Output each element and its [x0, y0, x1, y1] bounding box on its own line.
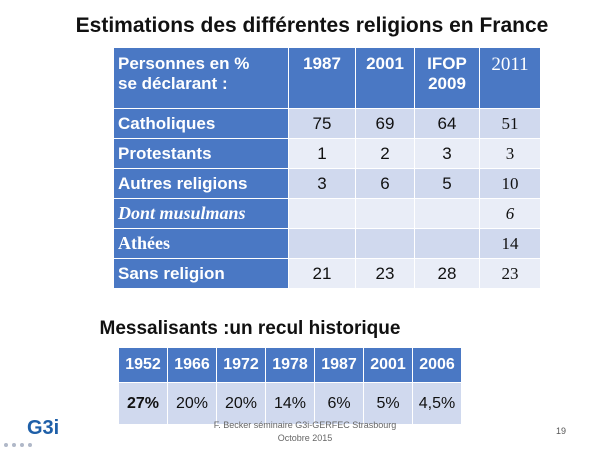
cell: 23: [479, 258, 541, 289]
header-label: Personnes en % se déclarant :: [113, 47, 289, 109]
cell: 6: [479, 198, 541, 229]
row-label: Dont musulmans: [113, 198, 289, 229]
g3i-logo: G3i: [4, 417, 60, 447]
header-1987: 1987: [288, 47, 356, 109]
cell: 2: [355, 138, 415, 169]
cell: 23: [355, 258, 415, 289]
cell: 5: [414, 168, 480, 199]
cell: 1: [288, 138, 356, 169]
cell: [414, 198, 480, 229]
messalisants-table: 1952 1966 1972 1978 1987 2001 2006 27% 2…: [118, 347, 462, 425]
cell: [355, 228, 415, 259]
year-cell: 2001: [363, 347, 413, 383]
year-cell: 1987: [314, 347, 364, 383]
percent-cell: 20%: [216, 382, 266, 425]
cell: 51: [479, 108, 541, 139]
year-cell: 1972: [216, 347, 266, 383]
cell: [355, 198, 415, 229]
year-cell: 1952: [118, 347, 168, 383]
section-subtitle: Messalisants :un recul historique: [99, 318, 401, 339]
row-label: Autres religions: [113, 168, 289, 199]
row-label: Catholiques: [113, 108, 289, 139]
religions-table: Personnes en % se déclarant : 1987 2001 I…: [113, 47, 541, 289]
percent-cell: 4,5%: [412, 382, 462, 425]
cell: 21: [288, 258, 356, 289]
cell: 28: [414, 258, 480, 289]
page-number: 19: [556, 426, 567, 436]
cell: 64: [414, 108, 480, 139]
logo-text: G3i: [27, 417, 60, 439]
row-label: Protestants: [113, 138, 289, 169]
cell: [288, 198, 356, 229]
table-row: Dont musulmans 6: [113, 198, 541, 229]
cell: 75: [288, 108, 356, 139]
percent-cell: 27%: [118, 382, 168, 425]
table-row: Sans religion 21 23 28 23: [113, 258, 541, 289]
cell: 6: [355, 168, 415, 199]
cell: 14: [479, 228, 541, 259]
cell: 3: [288, 168, 356, 199]
years-row: 1952 1966 1972 1978 1987 2001 2006: [118, 347, 462, 383]
cell: 3: [479, 138, 541, 169]
year-cell: 2006: [412, 347, 462, 383]
table-row: Protestants 1 2 3 3: [113, 138, 541, 169]
percent-row: 27% 20% 20% 14% 6% 5% 4,5%: [118, 382, 462, 425]
table-header-row: Personnes en % se déclarant : 1987 2001 I…: [113, 47, 541, 109]
percent-cell: 6%: [314, 382, 364, 425]
slide-title: Estimations des différentes religions en…: [75, 14, 549, 37]
cell: [414, 228, 480, 259]
cell: [288, 228, 356, 259]
header-label-text: Personnes en % se déclarant :: [118, 54, 250, 93]
header-ifop-2009: IFOP 2009: [414, 47, 480, 109]
header-2011: 2011: [479, 47, 541, 109]
percent-cell: 5%: [363, 382, 413, 425]
logo-decoration-icon: [4, 443, 32, 447]
row-label: Sans religion: [113, 258, 289, 289]
row-label: Athées: [113, 228, 289, 259]
year-cell: 1978: [265, 347, 315, 383]
header-2001: 2001: [355, 47, 415, 109]
cell: 69: [355, 108, 415, 139]
footer-text: F. Becker séminaire G3i-GERFEC Strasbour…: [213, 420, 397, 443]
year-cell: 1966: [167, 347, 217, 383]
cell: 3: [414, 138, 480, 169]
table-row: Catholiques 75 69 64 51: [113, 108, 541, 139]
table-row: Autres religions 3 6 5 10: [113, 168, 541, 199]
cell: 10: [479, 168, 541, 199]
table-row: Athées 14: [113, 228, 541, 259]
header-ifop-text: IFOP 2009: [427, 54, 467, 93]
